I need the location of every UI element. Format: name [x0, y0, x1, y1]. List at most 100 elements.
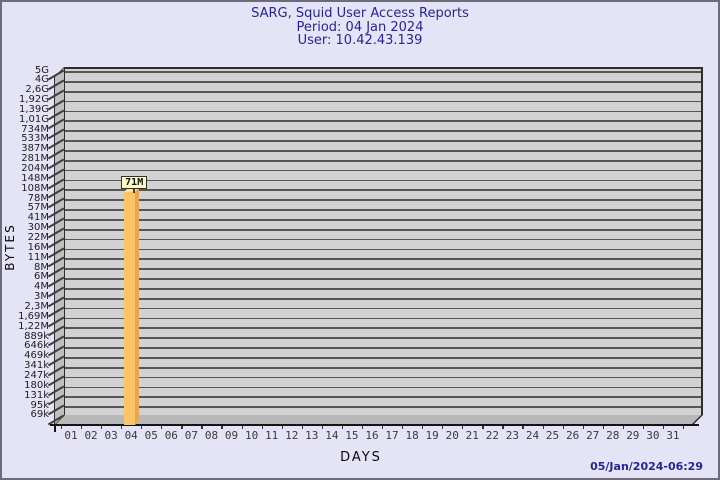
y-axis-title: BYTES	[3, 223, 17, 271]
x-axis-tick	[582, 425, 584, 430]
y-axis-label: 148M	[21, 172, 49, 184]
x-axis-label: 26	[566, 429, 580, 442]
y-axis-label: 387M	[21, 143, 49, 155]
gridline	[65, 218, 701, 221]
x-axis-label: 04	[124, 429, 138, 442]
y-axis-label: 1,39G	[18, 103, 49, 115]
x-axis-tick	[241, 425, 243, 430]
x-axis-label: 15	[345, 429, 359, 442]
y-axis-label: 4G	[34, 74, 49, 86]
x-axis-tick	[422, 425, 424, 430]
gridline	[65, 406, 701, 409]
y-axis-base-tick	[54, 424, 56, 432]
x-axis-tick	[361, 425, 364, 430]
y-axis-label: 78M	[27, 192, 49, 204]
gridline	[65, 327, 701, 330]
x-axis-label: 29	[626, 429, 640, 442]
gridline	[65, 396, 701, 399]
gridline	[65, 100, 701, 103]
x-axis-label: 25	[545, 429, 560, 442]
x-axis-label: 16	[365, 429, 379, 442]
y-axis-label: 1,92G	[18, 94, 49, 106]
x-axis-tick	[321, 425, 323, 430]
x-axis-tick	[301, 425, 303, 430]
x-axis-tick	[482, 425, 484, 430]
y-axis-label: 247k	[24, 370, 49, 382]
plot-area	[64, 67, 703, 415]
gridline	[65, 140, 701, 142]
y-axis-label: 469k	[24, 350, 49, 362]
gridline	[65, 209, 701, 211]
x-axis-label: 06	[164, 429, 178, 442]
y-axis-label: 3M	[34, 291, 49, 303]
gridline	[65, 228, 701, 231]
gridline	[65, 179, 701, 182]
x-axis-label: 08	[204, 429, 219, 442]
y-axis-label: 11M	[27, 251, 49, 263]
bar-value-label: 71M	[121, 175, 148, 189]
gridline	[65, 287, 701, 290]
gridline	[65, 90, 701, 93]
x-axis-tick	[602, 425, 604, 430]
gridline	[65, 337, 701, 340]
gridline	[65, 120, 701, 123]
y-axis-label: 108M	[21, 182, 49, 194]
x-axis-tick	[121, 425, 123, 430]
gridline	[65, 130, 701, 133]
chart-title: SARG, Squid User Access Reports	[251, 6, 469, 21]
y-axis-label: 22M	[27, 232, 49, 244]
x-axis-label: 22	[485, 429, 499, 442]
x-axis-label: 09	[224, 429, 239, 442]
y-axis-label: 57M	[27, 202, 49, 214]
x-axis-tick	[141, 425, 143, 430]
x-axis-label: 31	[666, 429, 680, 442]
x-axis-label: 24	[525, 429, 540, 442]
bar-day-04	[124, 192, 136, 425]
x-axis-label: 01	[64, 429, 78, 442]
y-axis-label: 69k	[30, 409, 49, 421]
y-axis-label: 5G	[34, 64, 49, 76]
bar-side-face	[135, 188, 140, 425]
gridline	[65, 297, 701, 300]
gridline	[65, 159, 701, 162]
x-axis-label: 27	[586, 429, 600, 442]
gridline	[65, 307, 701, 310]
gridline	[65, 386, 701, 389]
x-axis-tick	[402, 425, 404, 430]
x-axis-label: 23	[505, 429, 520, 442]
x-axis-tick	[281, 425, 283, 430]
y-axis-label: 6M	[34, 271, 49, 283]
y-axis-label: 16M	[27, 241, 49, 253]
x-axis-tick	[382, 425, 384, 430]
gridline	[65, 110, 701, 113]
chart-user: User: 10.42.43.139	[297, 33, 423, 48]
y-axis-label: 204M	[21, 163, 49, 175]
x-axis-label: 21	[465, 429, 479, 442]
x-axis-tick	[562, 425, 564, 430]
x-axis-label: 17	[385, 429, 399, 442]
x-axis-tick	[662, 425, 665, 430]
y-axis-label: 30M	[27, 222, 49, 234]
y-axis-label: 1,22M	[18, 320, 49, 332]
x-axis-label: 11	[265, 429, 279, 442]
y-axis-label: 1,69M	[18, 310, 49, 322]
y-axis-label: 131k	[24, 389, 49, 401]
y-axis-label: 8M	[34, 261, 49, 273]
gridline	[65, 71, 701, 73]
y-axis-label: 341k	[24, 360, 49, 372]
x-axis-label: 07	[184, 429, 198, 442]
x-axis-title: DAYS	[340, 450, 382, 465]
y-axis-label: 533M	[21, 133, 49, 145]
y-axis-label: 2,6G	[25, 84, 49, 96]
gridline	[65, 238, 701, 241]
y-axis-label: 734M	[21, 123, 49, 135]
x-axis-line	[50, 424, 699, 426]
y-axis-label: 95k	[30, 399, 49, 411]
gridline	[65, 347, 701, 349]
gridline	[65, 268, 701, 271]
x-axis-tick	[161, 425, 163, 430]
x-axis-tick	[341, 425, 344, 430]
x-axis-label: 30	[646, 429, 660, 442]
gridline	[65, 376, 701, 379]
